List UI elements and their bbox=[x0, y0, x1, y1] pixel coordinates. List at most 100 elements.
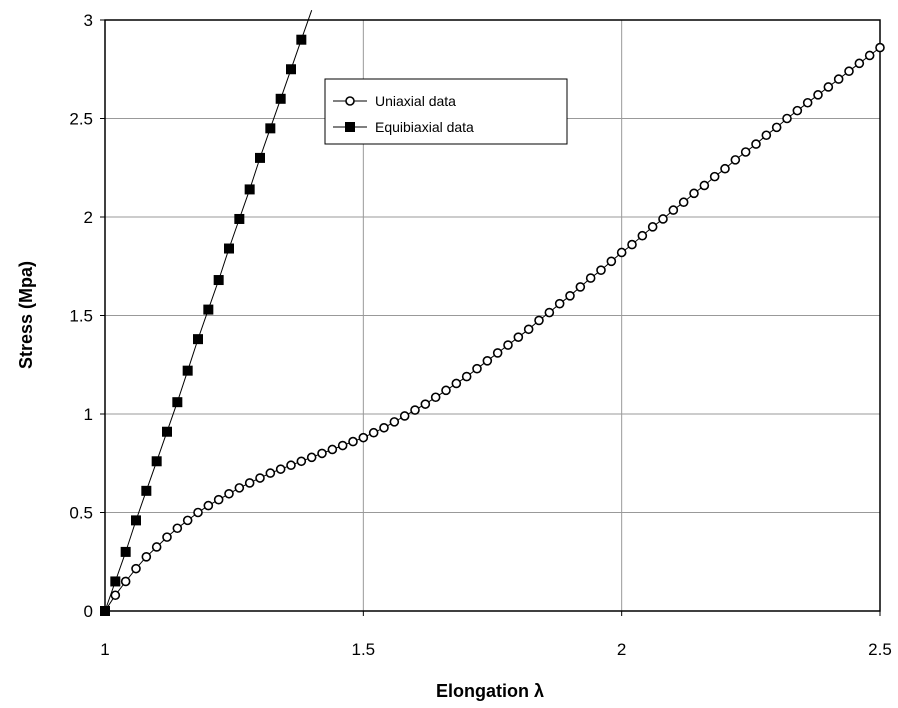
uniaxial-point bbox=[193, 507, 203, 518]
uniaxial-point bbox=[844, 66, 854, 77]
legend-box bbox=[324, 78, 568, 145]
equibiaxial-point bbox=[275, 93, 286, 104]
uniaxial-point bbox=[255, 473, 265, 483]
y-tick-labels: 0 0.5 1 1.5 2 2.5 3 bbox=[69, 11, 105, 621]
uniaxial-point bbox=[823, 82, 834, 92]
uniaxial-point bbox=[658, 214, 668, 224]
uniaxial-point bbox=[730, 155, 741, 165]
uniaxial-point bbox=[234, 483, 245, 493]
uniaxial-point bbox=[131, 563, 141, 574]
uniaxial-point bbox=[368, 427, 379, 438]
uniaxial-point bbox=[275, 464, 286, 474]
series-markers bbox=[100, 34, 885, 616]
uniaxial-point bbox=[327, 444, 338, 455]
y-tick-label: 1 bbox=[84, 405, 93, 424]
uniaxial-point bbox=[699, 180, 710, 191]
equibiaxial-point bbox=[224, 243, 234, 254]
legend-uniaxial-label: Uniaxial data bbox=[375, 93, 456, 109]
uniaxial-point bbox=[596, 265, 606, 275]
legend-equibiaxial-label: Equibiaxial data bbox=[375, 119, 474, 135]
uniaxial-point bbox=[441, 385, 451, 396]
uniaxial-point bbox=[751, 139, 761, 149]
uniaxial-point bbox=[720, 163, 730, 174]
equibiaxial-point bbox=[182, 365, 193, 376]
uniaxial-point bbox=[213, 494, 224, 505]
uniaxial-point bbox=[627, 239, 637, 250]
uniaxial-point bbox=[172, 523, 183, 534]
uniaxial-point bbox=[854, 58, 865, 69]
uniaxial-point bbox=[348, 436, 358, 447]
uniaxial-point bbox=[503, 340, 513, 350]
uniaxial-point bbox=[162, 532, 172, 542]
uniaxial-point bbox=[296, 456, 307, 467]
y-axis-title: Stress (Mpa) bbox=[16, 261, 36, 369]
y-tick-label: 3 bbox=[84, 11, 93, 30]
equibiaxial-point bbox=[110, 576, 121, 587]
y-tick-label: 0.5 bbox=[69, 504, 93, 523]
uniaxial-point bbox=[771, 122, 782, 133]
uniaxial-point bbox=[492, 348, 503, 358]
uniaxial-point bbox=[792, 105, 803, 116]
uniaxial-point bbox=[709, 171, 720, 182]
uniaxial-point bbox=[513, 332, 524, 342]
uniaxial-point bbox=[678, 197, 689, 208]
uniaxial-point bbox=[317, 448, 327, 459]
equibiaxial-point bbox=[100, 606, 110, 616]
x-axis-title: Elongation λ bbox=[436, 681, 544, 701]
uniaxial-point bbox=[410, 405, 420, 415]
uniaxial-point bbox=[534, 315, 544, 326]
equibiaxial-point bbox=[296, 34, 307, 45]
uniaxial-point bbox=[637, 230, 648, 241]
uniaxial-point bbox=[544, 307, 555, 318]
uniaxial-point bbox=[616, 247, 627, 258]
equibiaxial-point bbox=[193, 334, 203, 345]
uniaxial-point bbox=[864, 50, 875, 61]
equibiaxial-point bbox=[131, 515, 141, 526]
equibiaxial-point bbox=[172, 397, 183, 408]
uniaxial-point bbox=[813, 90, 823, 100]
uniaxial-point bbox=[203, 500, 214, 511]
uniaxial-point bbox=[337, 440, 348, 451]
uniaxial-point bbox=[265, 468, 276, 478]
uniaxial-point bbox=[647, 222, 658, 232]
equibiaxial-point bbox=[234, 213, 245, 224]
equibiaxial-point bbox=[141, 485, 152, 496]
equibiaxial-point bbox=[244, 184, 255, 195]
equibiaxial-point bbox=[265, 123, 276, 134]
uniaxial-point bbox=[782, 113, 792, 124]
uniaxial-point bbox=[802, 97, 813, 108]
uniaxial-point bbox=[740, 147, 751, 157]
uniaxial-point bbox=[668, 205, 679, 215]
legend: Uniaxial data Equibiaxial data bbox=[324, 78, 568, 145]
uniaxial-point bbox=[833, 74, 844, 84]
uniaxial-point bbox=[389, 417, 400, 427]
equibiaxial-point bbox=[162, 426, 172, 437]
uniaxial-point bbox=[523, 324, 534, 335]
x-tick-label: 1.5 bbox=[352, 640, 376, 659]
uniaxial-point bbox=[554, 298, 565, 309]
y-tick-label: 2 bbox=[84, 208, 93, 227]
uniaxial-point bbox=[110, 590, 121, 601]
uniaxial-point bbox=[420, 399, 431, 409]
equibiaxial-point bbox=[203, 304, 214, 315]
uniaxial-point bbox=[451, 378, 462, 389]
equibiaxial-point bbox=[213, 275, 224, 286]
uniaxial-point bbox=[151, 542, 162, 552]
uniaxial-point bbox=[182, 515, 193, 526]
y-tick-label: 1.5 bbox=[69, 307, 93, 326]
uniaxial-point bbox=[379, 422, 389, 433]
uniaxial-point bbox=[689, 188, 699, 199]
uniaxial-point bbox=[244, 478, 255, 488]
legend-uniaxial-marker bbox=[345, 96, 355, 106]
uniaxial-point bbox=[224, 488, 234, 499]
legend-equibiaxial-marker bbox=[345, 122, 355, 132]
equibiaxial-point bbox=[286, 64, 296, 75]
uniaxial-point bbox=[565, 290, 575, 301]
uniaxial-point bbox=[286, 460, 296, 471]
series-line-uniaxial bbox=[104, 47, 881, 612]
uniaxial-point bbox=[141, 552, 152, 562]
uniaxial-point bbox=[399, 411, 410, 421]
uniaxial-point bbox=[472, 363, 482, 374]
equibiaxial-point bbox=[120, 546, 131, 557]
